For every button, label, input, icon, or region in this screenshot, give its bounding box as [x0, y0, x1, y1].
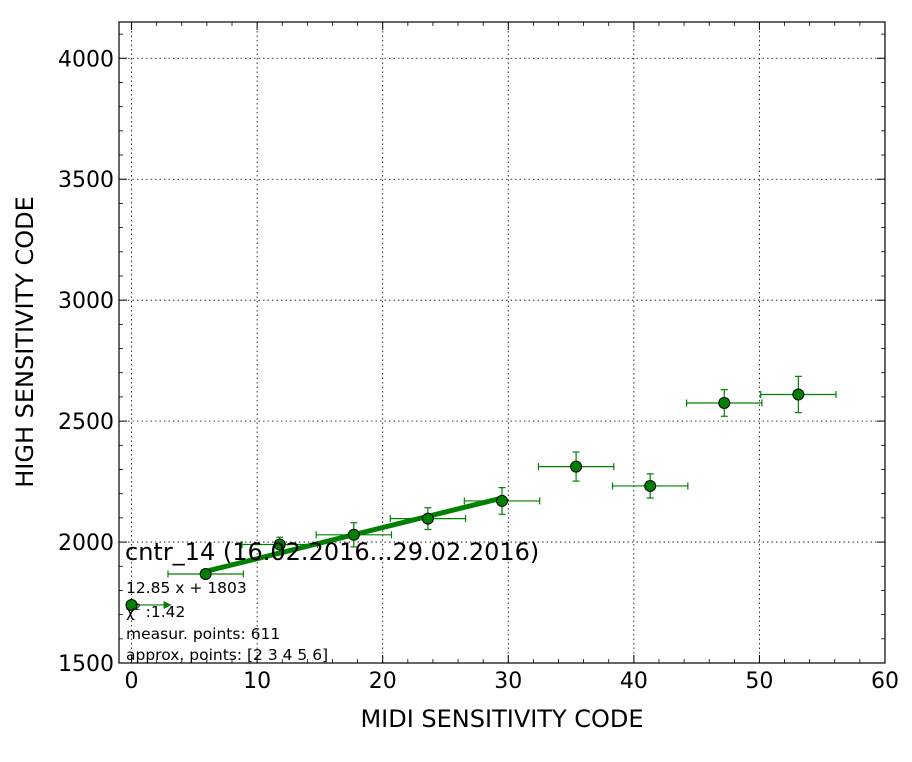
y-tick-label: 3000	[58, 289, 114, 314]
minor-ticks	[119, 22, 885, 663]
x-tick-label: 50	[745, 669, 773, 694]
data-point	[273, 538, 286, 551]
chi2-value: :1.42	[141, 603, 186, 621]
data-point	[644, 479, 657, 492]
data-point	[421, 512, 434, 525]
annotation-approx-points: approx. points: [2 3 4 5 6]	[126, 646, 328, 664]
annotation-chi2: χ2 :1.42	[126, 603, 185, 621]
data-layer	[125, 375, 837, 611]
data-point	[570, 460, 583, 473]
chi2-symbol: χ	[126, 603, 135, 621]
ticks	[119, 22, 886, 664]
x-tick-label: 40	[620, 669, 648, 694]
annotation-measur-points: measur. points: 611	[126, 625, 280, 643]
annotation-equation: 12.85 x + 1803	[126, 579, 247, 597]
data-point	[718, 396, 731, 409]
data-point	[199, 567, 212, 580]
y-tick-label: 3500	[58, 168, 114, 193]
annotation-title: cntr_14 (16.02.2016...29.02.2016)	[125, 538, 539, 566]
data-point	[347, 528, 360, 541]
x-tick-label: 20	[369, 669, 397, 694]
x-tick-label: 60	[871, 669, 899, 694]
data-point	[792, 388, 805, 401]
tick-labels: 0 10 20 30 40 50 60 1500 2000 2500 3000 3500 4000	[58, 47, 899, 694]
y-axis-title: HIGH SENSITIVITY CODE	[11, 196, 39, 488]
annotation-block: cntr_14 (16.02.2016...29.02.2016) 12.85 …	[125, 538, 539, 664]
data-point	[496, 494, 508, 507]
plot-frame	[118, 21, 886, 664]
y-tick-label: 4000	[58, 47, 114, 72]
x-tick-label: 0	[125, 669, 139, 694]
legend-arrow-head	[163, 600, 172, 609]
x-axis-title: MIDI SENSITIVITY CODE	[360, 705, 643, 733]
x-tick-label: 10	[243, 669, 271, 694]
y-tick-label: 1500	[58, 652, 114, 677]
data-point	[125, 598, 138, 611]
chi2-exponent: 2	[135, 603, 141, 613]
y-tick-label: 2000	[58, 531, 114, 556]
y-tick-label: 2500	[58, 410, 114, 435]
x-tick-label: 30	[494, 669, 522, 694]
